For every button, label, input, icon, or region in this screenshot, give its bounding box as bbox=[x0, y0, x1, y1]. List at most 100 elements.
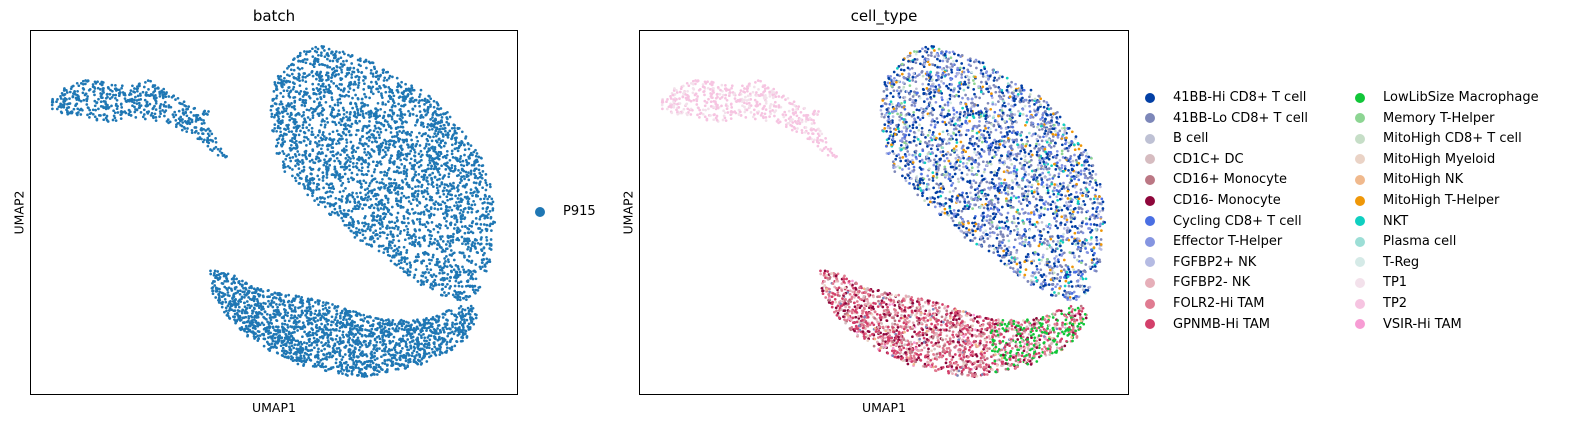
scatter-point-batch bbox=[470, 203, 474, 207]
scatter-point-batch bbox=[465, 298, 468, 301]
scatter-point-batch bbox=[423, 103, 426, 106]
scatter-point-batch bbox=[362, 224, 366, 228]
scatter-point-batch bbox=[156, 86, 160, 90]
scatter-point-batch bbox=[382, 182, 385, 186]
scatter-point-batch bbox=[462, 143, 466, 147]
scatter-point-batch bbox=[276, 351, 280, 355]
scatter-point-batch bbox=[338, 322, 342, 325]
scatter-point-batch bbox=[300, 66, 304, 70]
scatter-point-batch bbox=[406, 217, 410, 220]
scatter-point-batch bbox=[402, 140, 406, 144]
scatter-point-batch bbox=[268, 349, 272, 352]
scatter-point-batch bbox=[464, 170, 468, 174]
scatter-point-batch bbox=[312, 336, 316, 340]
scatter-point-batch bbox=[440, 235, 444, 238]
scatter-point-batch bbox=[329, 328, 332, 332]
scatter-point-batch bbox=[86, 95, 89, 98]
scatter-point-batch bbox=[277, 137, 281, 140]
scatter-point-batch bbox=[281, 150, 285, 153]
scatter-point-batch bbox=[410, 147, 414, 150]
scatter-point-batch bbox=[405, 95, 408, 99]
scatter-point-batch bbox=[275, 319, 279, 323]
scatter-point-batch bbox=[391, 327, 395, 330]
scatter-point-batch bbox=[319, 75, 323, 79]
scatter-point-batch bbox=[91, 108, 95, 112]
scatter-point-batch bbox=[377, 78, 380, 81]
scatter-point-batch bbox=[458, 229, 462, 232]
scatter-point-batch bbox=[158, 115, 161, 118]
scatter-point-batch bbox=[393, 356, 397, 360]
scatter-point-batch bbox=[407, 200, 411, 203]
scatter-point-batch bbox=[328, 163, 332, 167]
scatter-point-batch bbox=[165, 120, 169, 123]
scatter-point-batch bbox=[176, 96, 180, 100]
scatter-point-batch bbox=[384, 103, 387, 106]
scatter-point-batch bbox=[422, 318, 426, 322]
scatter-point-batch bbox=[453, 223, 457, 226]
scatter-point-batch bbox=[419, 123, 423, 127]
scatter-point-batch bbox=[405, 262, 409, 266]
scatter-point-batch bbox=[427, 271, 431, 274]
scatter-point-batch bbox=[126, 98, 130, 102]
scatter-point-batch bbox=[63, 87, 66, 90]
scatter-point-batch bbox=[469, 188, 473, 191]
scatter-point-batch bbox=[476, 289, 480, 292]
scatter-point-batch bbox=[432, 202, 436, 205]
scatter-point-batch bbox=[174, 113, 178, 117]
scatter-point-batch bbox=[475, 152, 479, 155]
scatter-point-batch bbox=[438, 271, 441, 275]
scatter-point-batch bbox=[453, 164, 457, 168]
scatter-point-batch bbox=[344, 122, 347, 126]
scatter-point-batch bbox=[290, 314, 293, 317]
scatter-point-batch bbox=[408, 161, 412, 165]
scatter-point-batch bbox=[95, 101, 99, 104]
scatter-point-batch bbox=[427, 167, 430, 171]
scatter-point-batch bbox=[467, 147, 471, 151]
scatter-point-batch bbox=[400, 191, 404, 195]
scatter-point-batch bbox=[324, 154, 328, 158]
scatter-point-batch bbox=[285, 80, 288, 84]
scatter-point-batch bbox=[422, 125, 426, 128]
scatter-point-batch bbox=[386, 233, 390, 237]
scatter-point-batch bbox=[461, 159, 465, 163]
scatter-point-batch bbox=[381, 343, 385, 346]
scatter-point-batch bbox=[466, 211, 470, 214]
scatter-point-batch bbox=[457, 281, 461, 285]
scatter-point-batch bbox=[475, 222, 479, 226]
scatter-point-batch bbox=[449, 269, 453, 273]
scatter-point-batch bbox=[319, 95, 322, 99]
scatter-point-batch bbox=[158, 110, 162, 113]
scatter-point-batch bbox=[369, 235, 373, 239]
scatter-point-batch bbox=[273, 291, 277, 295]
scatter-point-batch bbox=[357, 63, 361, 67]
scatter-point-batch bbox=[290, 102, 293, 105]
scatter-point-batch bbox=[384, 153, 388, 157]
scatter-point-batch bbox=[458, 321, 462, 325]
scatter-point-batch bbox=[307, 344, 311, 347]
scatter-point-batch bbox=[364, 75, 367, 79]
scatter-point-batch bbox=[50, 103, 54, 107]
scatter-point-batch bbox=[399, 251, 403, 254]
scatter-point-batch bbox=[462, 326, 465, 329]
scatter-point-batch bbox=[113, 116, 117, 120]
scatter-point-batch bbox=[326, 339, 330, 342]
scatter-point-batch bbox=[406, 208, 410, 212]
scatter-point-batch bbox=[372, 231, 375, 235]
scatter-point-batch bbox=[418, 244, 422, 248]
scatter-point-batch bbox=[437, 242, 440, 245]
scatter-point-batch bbox=[350, 171, 354, 175]
scatter-point-batch bbox=[321, 131, 325, 134]
scatter-point-batch bbox=[401, 185, 404, 189]
scatter-point-batch bbox=[212, 147, 216, 150]
scatter-point-batch bbox=[296, 150, 300, 153]
scatter-point-batch bbox=[302, 341, 306, 344]
scatter-point-batch bbox=[408, 270, 412, 274]
scatter-point-batch bbox=[446, 226, 449, 230]
scatter-point-batch bbox=[454, 264, 458, 267]
scatter-point-batch bbox=[367, 225, 370, 229]
scatter-point-batch bbox=[214, 137, 217, 140]
scatter-point-batch bbox=[298, 92, 301, 96]
scatter-point-batch bbox=[142, 85, 146, 89]
scatter-point-batch bbox=[350, 76, 354, 79]
scatter-point-batch bbox=[400, 258, 403, 262]
